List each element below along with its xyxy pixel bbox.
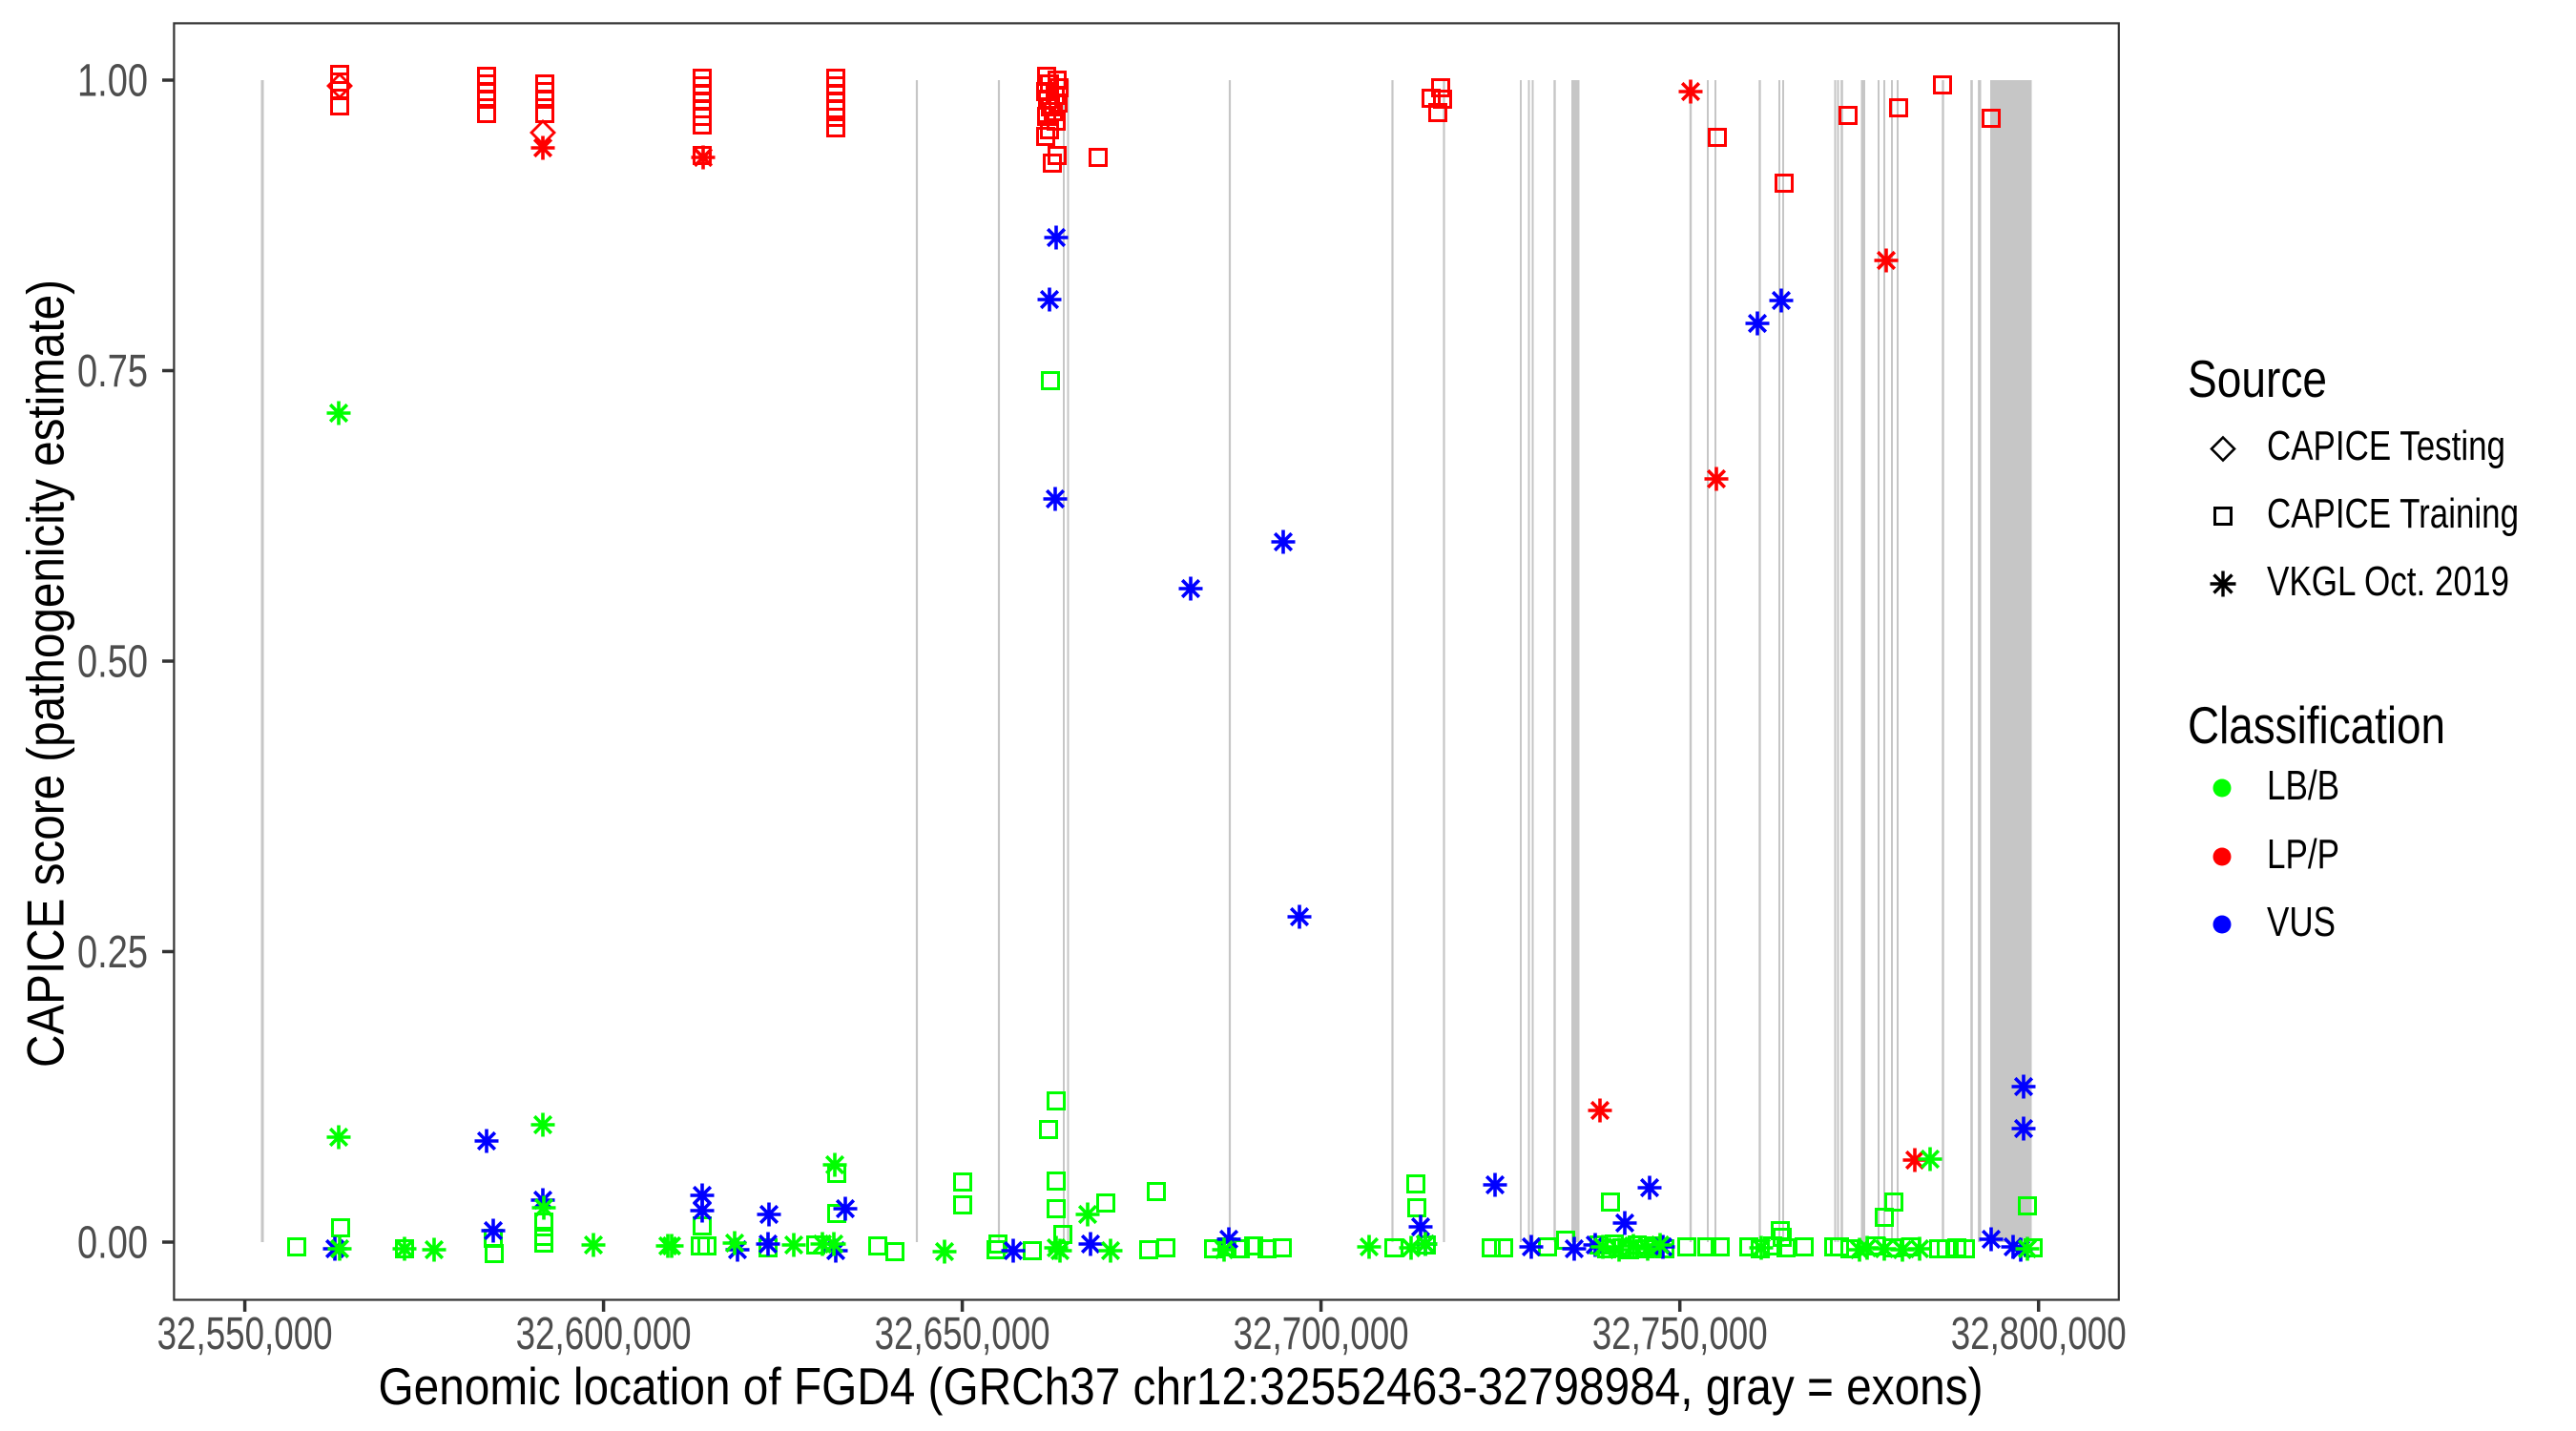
svg-text:Source: Source: [2188, 349, 2327, 408]
svg-text:CAPICE score (pathogenicity es: CAPICE score (pathogenicity estimate): [16, 280, 75, 1068]
svg-text:0.75: 0.75: [77, 346, 148, 397]
svg-text:32,800,000: 32,800,000: [1951, 1309, 2127, 1359]
svg-text:LP/P: LP/P: [2267, 831, 2339, 878]
svg-text:Genomic location of FGD4 (GRCh: Genomic location of FGD4 (GRCh37 chr12:3…: [379, 1357, 1984, 1416]
svg-text:VKGL Oct. 2019: VKGL Oct. 2019: [2267, 558, 2509, 605]
svg-text:0.25: 0.25: [77, 927, 148, 978]
svg-text:CAPICE Testing: CAPICE Testing: [2267, 423, 2505, 469]
svg-text:32,550,000: 32,550,000: [157, 1309, 333, 1359]
svg-text:32,650,000: 32,650,000: [875, 1309, 1050, 1359]
svg-text:VUS: VUS: [2267, 899, 2336, 945]
svg-text:0.00: 0.00: [77, 1218, 148, 1269]
svg-text:32,600,000: 32,600,000: [516, 1309, 692, 1359]
svg-text:Classification: Classification: [2188, 695, 2445, 755]
svg-text:0.50: 0.50: [77, 637, 148, 688]
svg-text:LB/B: LB/B: [2267, 762, 2339, 809]
svg-text:1.00: 1.00: [77, 56, 148, 107]
svg-text:32,750,000: 32,750,000: [1592, 1309, 1768, 1359]
svg-text:32,700,000: 32,700,000: [1234, 1309, 1409, 1359]
svg-text:CAPICE Training: CAPICE Training: [2267, 490, 2519, 537]
